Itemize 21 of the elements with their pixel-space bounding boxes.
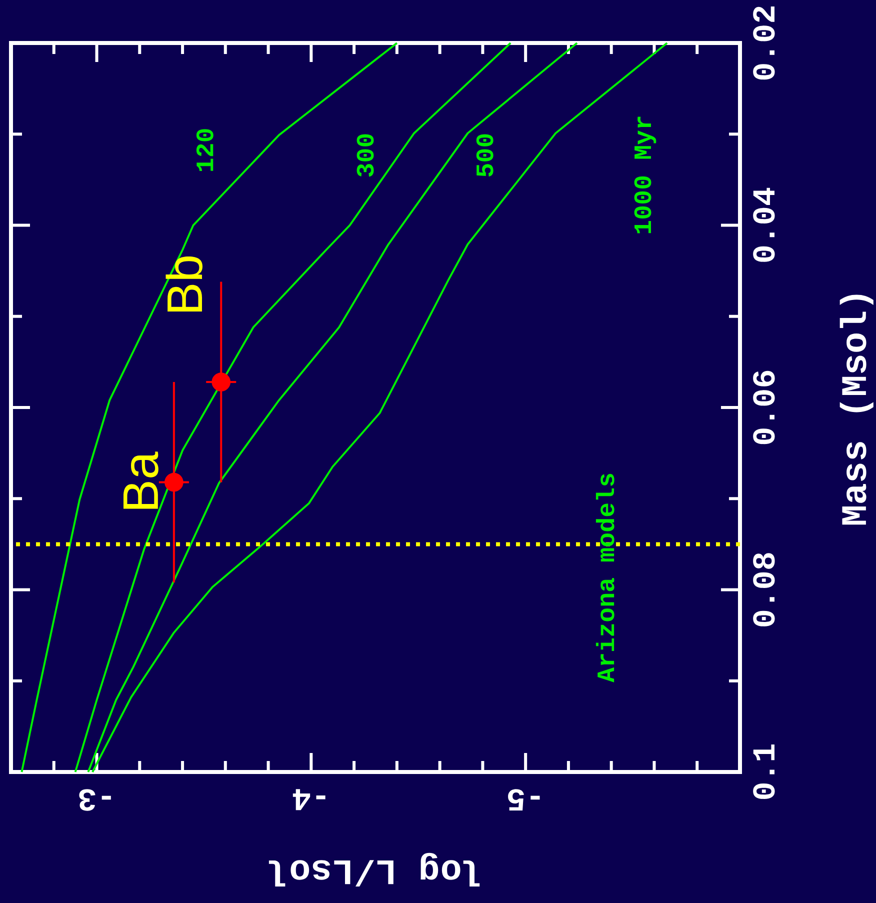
x-tick-label: -3: [79, 789, 111, 811]
line-series: [91, 42, 668, 774]
x-tick-label: -5: [508, 789, 540, 810]
y-axis-title: Mass (Msol): [840, 294, 874, 525]
line-series: [20, 42, 398, 774]
y-tick-label: 0.1: [753, 744, 775, 799]
annotation: Bb: [166, 256, 202, 312]
line-series: [74, 42, 512, 774]
x-tick-label: -4: [292, 789, 326, 810]
line-series: [87, 42, 578, 774]
y-tick-label: 0.08: [753, 553, 775, 626]
text: 1000 Myr: [634, 116, 656, 234]
annotation: Arizona models: [596, 474, 614, 682]
text: 500: [476, 134, 494, 177]
text: 120: [196, 129, 214, 171]
text: 300: [356, 134, 374, 177]
annotation: Ba: [123, 452, 158, 509]
y-tick-label: 0.04: [753, 188, 775, 262]
y-tick-label: 0.02: [753, 6, 775, 80]
y-tick-label: 0.06: [753, 370, 775, 444]
x-axis-title: log L/Lsol: [268, 852, 480, 887]
